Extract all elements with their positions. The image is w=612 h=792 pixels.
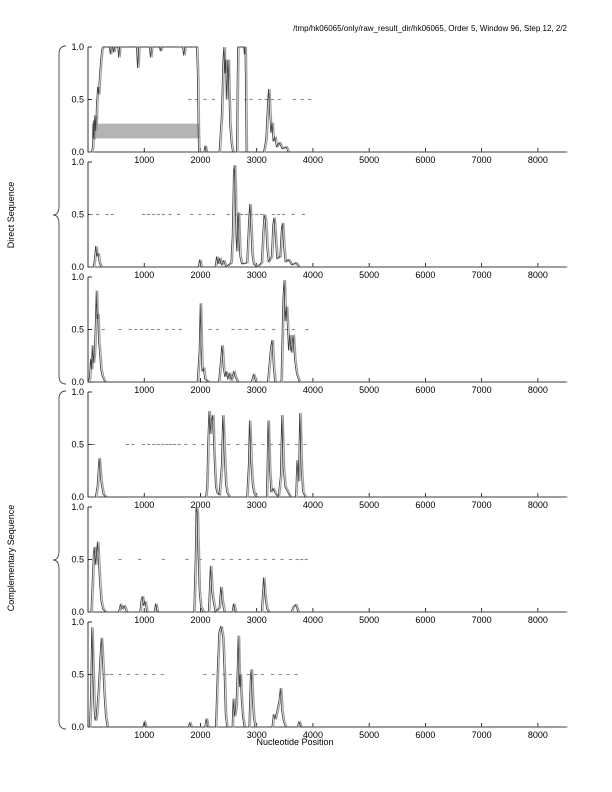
group-brace-direct [52, 45, 67, 385]
x-tick-label: 5000 [359, 615, 379, 625]
x-tick-label: 7000 [472, 385, 492, 395]
probability-curve-dark [88, 410, 566, 498]
y-tick-label: 0.5 [71, 555, 84, 565]
x-tick-label: 5000 [359, 155, 379, 165]
x-tick-label: 4000 [303, 385, 323, 395]
x-tick-label: 4000 [303, 155, 323, 165]
x-tick-label: 3000 [247, 270, 267, 280]
x-tick-label: 1000 [134, 500, 154, 510]
x-tick-label: 8000 [528, 615, 548, 625]
x-tick-label: 2000 [190, 385, 210, 395]
x-tick-label: 4000 [303, 615, 323, 625]
highlight-band [91, 123, 200, 139]
x-tick-label: 2000 [190, 500, 210, 510]
probability-curve-dark [87, 280, 566, 383]
y-tick-label: 0.5 [71, 440, 84, 450]
x-tick-label: 7000 [472, 155, 492, 165]
probability-curve-light [89, 165, 568, 269]
y-tick-label: 0.5 [71, 210, 84, 220]
x-tick-label: 2000 [190, 155, 210, 165]
x-tick-label: 6000 [415, 500, 435, 510]
subplot-direct-3: 0.0 0.5 1.0 1000 2000 3000 4000 5000 6000 7000 800… [71, 272, 568, 395]
y-tick-label: 1.0 [71, 272, 84, 282]
x-tick-label: 6000 [415, 730, 435, 740]
y-tick-label: 1.0 [71, 157, 84, 167]
x-tick-label: 2000 [190, 615, 210, 625]
x-tick-label: 1000 [134, 270, 154, 280]
y-tick-label: 0.5 [71, 325, 84, 335]
group-brace-complementary [52, 390, 67, 730]
x-tick-label: 7000 [472, 730, 492, 740]
probability-curve-light [89, 410, 568, 499]
y-tick-label: 0.0 [71, 607, 84, 617]
x-tick-label: 5000 [359, 385, 379, 395]
x-tick-label: 8000 [528, 155, 548, 165]
x-tick-label: 6000 [415, 270, 435, 280]
y-tick-label: 0.5 [71, 95, 84, 105]
y-tick-label: 1.0 [71, 502, 84, 512]
y-tick-label: 0.0 [71, 262, 84, 272]
axes [87, 507, 566, 613]
x-tick-label: 6000 [415, 615, 435, 625]
probability-curve-light [89, 280, 568, 383]
x-tick-label: 5000 [359, 270, 379, 280]
axes [87, 622, 566, 728]
x-tick-label: 4000 [303, 270, 323, 280]
subplot-complementary-2: 0.0 0.5 1.0 1000 2000 3000 4000 5000 6000 7000 800… [71, 502, 568, 625]
x-tick-label: 7000 [472, 270, 492, 280]
ylabel-complementary-sequence: Complementary Sequence [6, 504, 16, 612]
subplot-direct-1: 0.0 0.5 1.0 1000 2000 3000 4000 5000 6000 7000 800… [71, 42, 568, 165]
x-tick-label: 8000 [528, 385, 548, 395]
probability-curve-dark [88, 506, 566, 613]
probability-curve-dark [88, 626, 566, 728]
y-tick-label: 0.0 [71, 377, 84, 387]
x-tick-label: 4000 [303, 500, 323, 510]
x-tick-label: 2000 [190, 270, 210, 280]
x-tick-label: 3000 [247, 615, 267, 625]
x-tick-label: 8000 [528, 730, 548, 740]
xlabel-nucleotide-position: Nucleotide Position [256, 737, 334, 747]
subplot-complementary-1: 0.0 0.5 1.0 1000 2000 3000 4000 5000 6000 7000 800… [71, 387, 568, 510]
figure-title: /tmp/hk06065/only/raw_result_dir/hk06065… [293, 24, 567, 33]
x-tick-label: 5000 [359, 500, 379, 510]
x-tick-label: 7000 [472, 500, 492, 510]
x-tick-label: 4000 [303, 730, 323, 740]
x-tick-label: 1000 [134, 730, 154, 740]
subplot-direct-2: 0.0 0.5 1.0 1000 2000 3000 4000 5000 6000 7000 800… [71, 157, 568, 280]
y-tick-label: 1.0 [71, 617, 84, 627]
y-tick-label: 0.0 [71, 722, 84, 732]
y-tick-label: 0.5 [71, 670, 84, 680]
x-tick-label: 8000 [528, 270, 548, 280]
y-tick-label: 1.0 [71, 42, 84, 52]
x-tick-label: 8000 [528, 500, 548, 510]
probability-curve-dark [88, 46, 566, 153]
x-tick-label: 1000 [134, 615, 154, 625]
ylabel-direct-sequence: Direct Sequence [6, 181, 16, 249]
y-tick-label: 0.0 [71, 492, 84, 502]
x-tick-label: 1000 [134, 155, 154, 165]
y-tick-label: 0.0 [71, 147, 84, 157]
probability-curve-light [89, 506, 568, 614]
x-tick-label: 6000 [415, 385, 435, 395]
x-tick-label: 3000 [247, 385, 267, 395]
x-tick-label: 3000 [247, 730, 267, 740]
subplots-container: 0.0 0.5 1.0 1000 2000 3000 4000 5000 6000 7000 800… [71, 42, 568, 740]
y-tick-label: 1.0 [71, 387, 84, 397]
x-tick-label: 5000 [359, 730, 379, 740]
subplot-complementary-3: 0.0 0.5 1.0 1000 2000 3000 4000 5000 6000 7000 800… [71, 617, 568, 740]
x-tick-label: 2000 [190, 730, 210, 740]
x-tick-label: 7000 [472, 615, 492, 625]
probability-curve-light [89, 626, 568, 728]
x-tick-label: 3000 [247, 500, 267, 510]
x-tick-label: 3000 [247, 155, 267, 165]
x-tick-label: 1000 [134, 385, 154, 395]
x-tick-label: 6000 [415, 155, 435, 165]
probability-curve-dark [88, 165, 566, 268]
